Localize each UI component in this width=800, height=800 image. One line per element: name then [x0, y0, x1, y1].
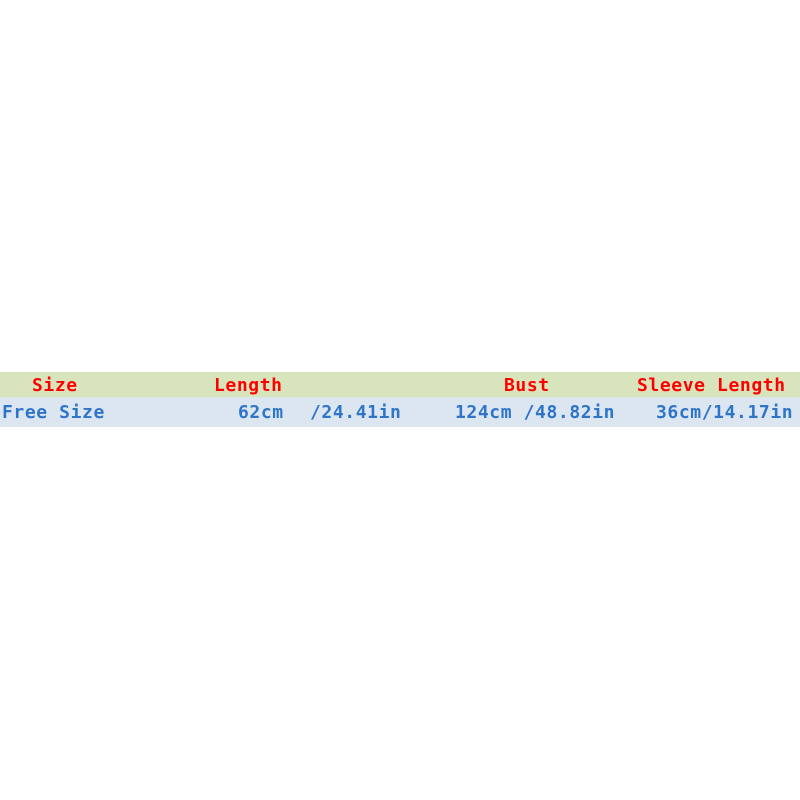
cell-bust: 124cm /48.82in	[455, 402, 616, 423]
table-row: Free Size 62cm /24.41in 124cm /48.82in 3…	[0, 397, 800, 427]
cell-size: Free Size	[2, 402, 105, 423]
cell-sleeve: 36cm/14.17in	[656, 402, 794, 423]
cell-length-cm: 62cm	[238, 402, 284, 423]
header-sleeve-length: Sleeve Length	[637, 375, 786, 396]
size-table-header: Size Length Bust Sleeve Length	[0, 372, 800, 397]
cell-length-in: /24.41in	[310, 402, 402, 423]
header-length: Length	[214, 375, 283, 396]
header-size: Size	[32, 375, 78, 396]
header-bust: Bust	[504, 375, 550, 396]
